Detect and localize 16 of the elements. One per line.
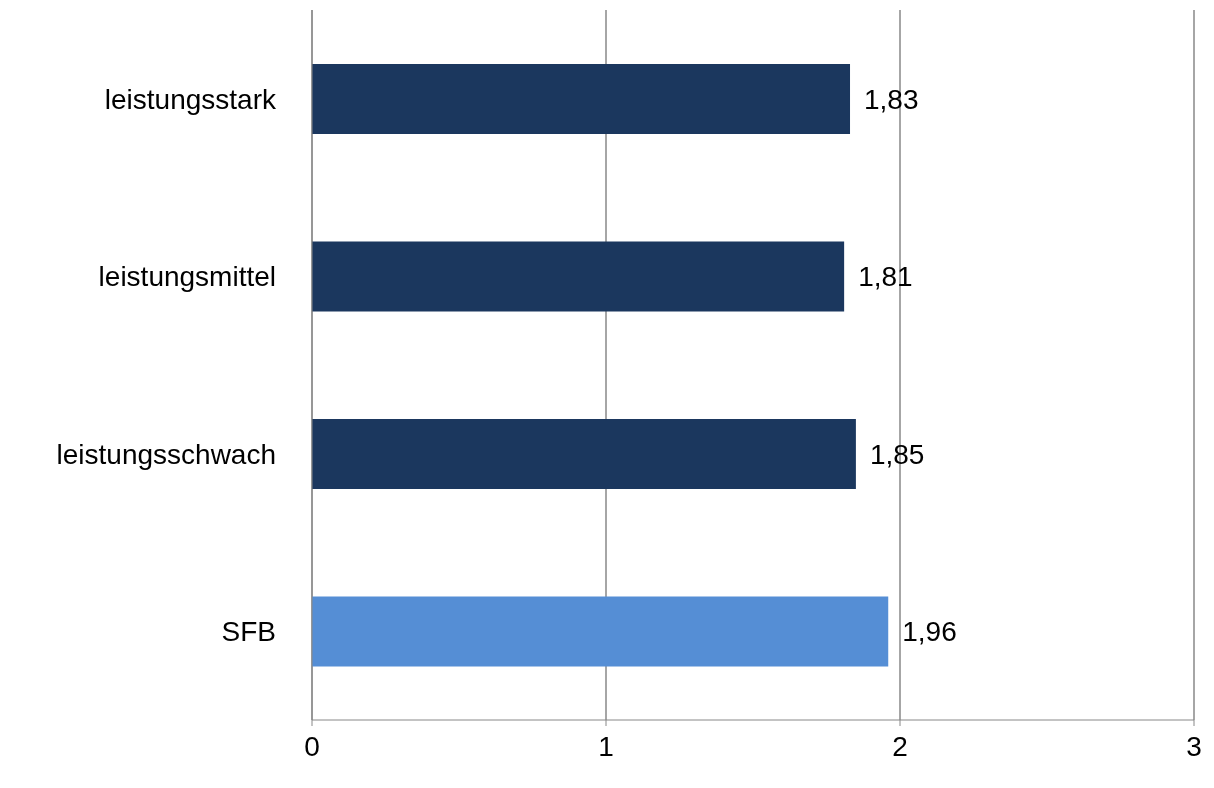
x-tick-label: 1 <box>598 730 614 762</box>
data-label: 1,96 <box>902 616 957 648</box>
bar <box>312 64 851 134</box>
data-label: 1,83 <box>864 83 919 115</box>
x-tick-label: 3 <box>1186 730 1202 762</box>
y-tick-label: leistungsschwach <box>56 438 276 470</box>
x-tick-label: 0 <box>304 730 320 762</box>
y-tick-label: leistungsmittel <box>98 261 276 293</box>
y-tick-label: SFB <box>221 616 276 648</box>
bar <box>312 241 845 312</box>
data-label: 1,81 <box>858 261 913 293</box>
y-tick-label: leistungsstark <box>104 83 277 115</box>
x-tick-label: 2 <box>892 730 908 762</box>
data-label: 1,85 <box>869 438 925 470</box>
bar <box>312 596 889 667</box>
bar <box>312 419 856 489</box>
